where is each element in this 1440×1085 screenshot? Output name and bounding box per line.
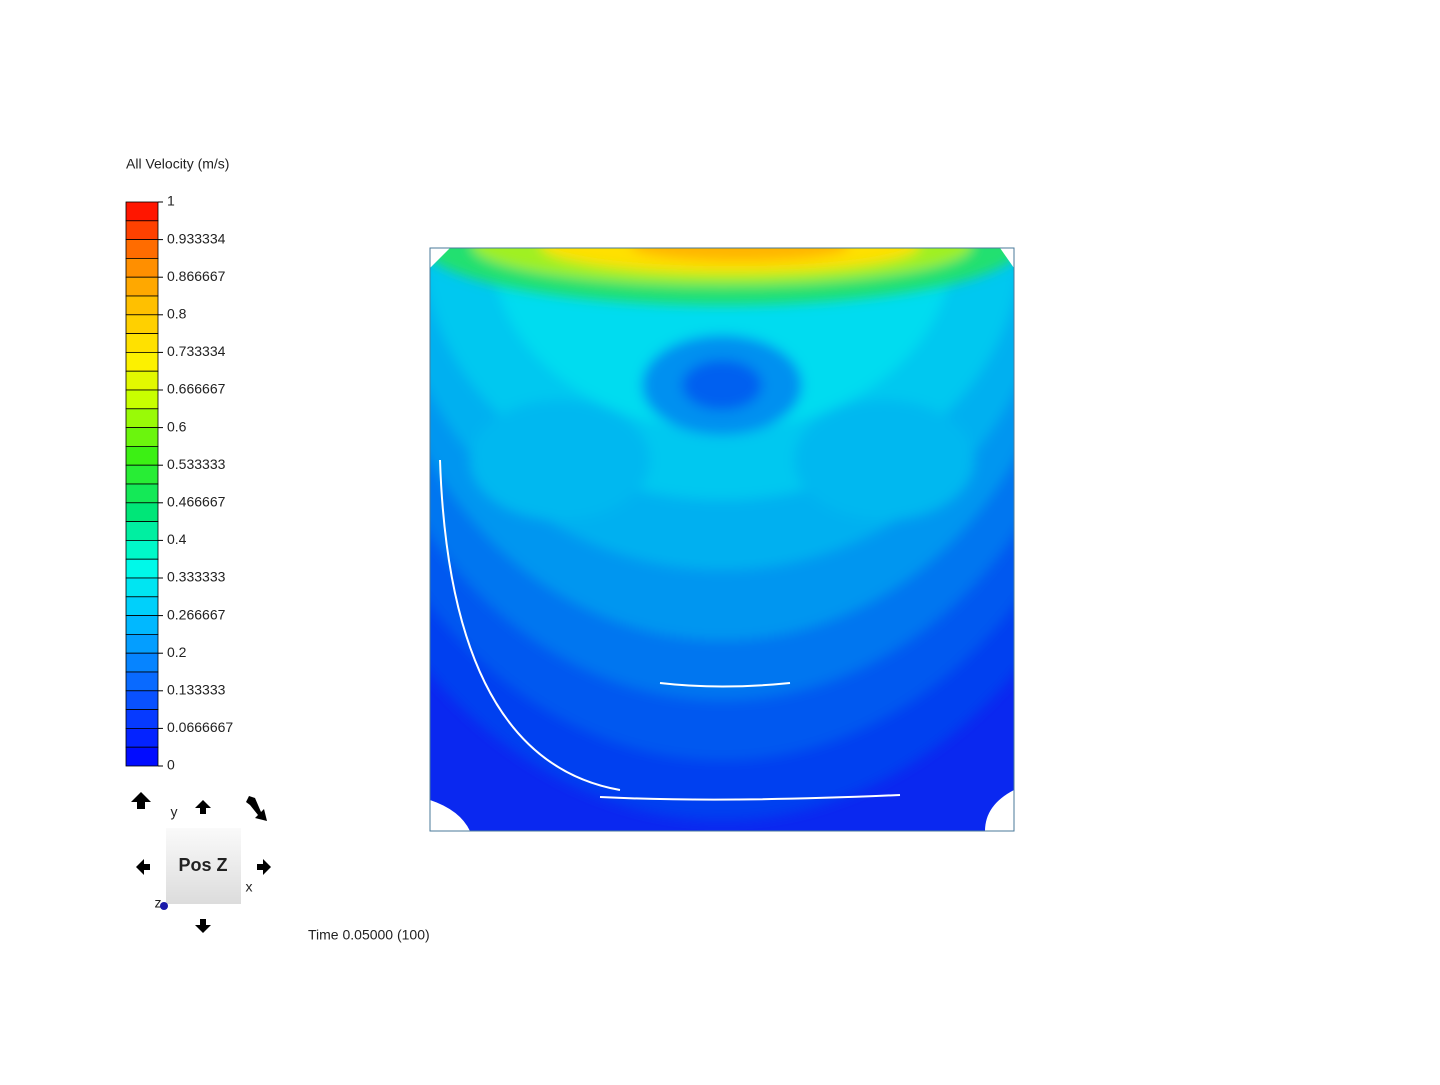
view-cube[interactable]: [166, 828, 241, 904]
colorbar-label: 0.333333: [167, 569, 226, 585]
colorbar-label: 0.133333: [167, 682, 226, 698]
colorbar-band: [125, 445, 159, 466]
domain-border: [429, 247, 1015, 832]
colorbar-band: [125, 314, 159, 334]
rotate-down[interactable]: [195, 919, 211, 933]
colorbar-band: [125, 746, 159, 767]
colorbar-band: [125, 634, 159, 654]
colorbar-band: [125, 220, 159, 241]
colorbar-band: [125, 540, 159, 560]
rotate-right[interactable]: [257, 859, 271, 875]
axis-label: y: [171, 804, 178, 820]
colorbar-band: [125, 709, 159, 729]
colorbar-band: [125, 333, 159, 353]
rotate-left[interactable]: [136, 859, 150, 875]
colorbar-band: [125, 257, 159, 278]
rotate-diagonal[interactable]: [246, 796, 267, 821]
colorbar: 1 0.933334 0.866667 0.8 0.733334 0.666667 0.6 0…: [125, 193, 233, 773]
colorbar-label: 0: [167, 757, 175, 773]
colorbar-band: [125, 502, 159, 522]
colorbar-label: 0.8: [167, 306, 187, 322]
colorbar-band: [125, 408, 159, 428]
time-label: Time 0.05000 (100): [308, 927, 430, 943]
colorbar-label: 0.4: [167, 531, 187, 547]
colorbar-band: [125, 521, 159, 541]
view-navigator: Pos Z y x z: [131, 792, 271, 933]
colorbar-label: 0.666667: [167, 381, 226, 397]
colorbar-band: [125, 464, 159, 485]
colorbar-label: 0.866667: [167, 268, 226, 284]
view-face-label: Pos Z: [178, 855, 227, 875]
colorbar-band: [125, 728, 159, 748]
colorbar-label: 0.6: [167, 418, 187, 434]
colorbar-band: [125, 483, 159, 504]
rotate-up[interactable]: [195, 800, 211, 814]
axis-label: x: [246, 879, 253, 895]
flow-field: [430, 248, 1014, 831]
colorbar-label: 0.0666667: [167, 719, 233, 735]
colorbar-label: 0.733334: [167, 343, 226, 359]
colorbar-band: [125, 577, 159, 598]
colorbar-label: 0.533333: [167, 456, 226, 472]
colorbar-band: [125, 671, 159, 692]
colorbar-band: [125, 652, 159, 673]
colorbar-band: [125, 690, 159, 710]
view-home[interactable]: [131, 792, 151, 809]
colorbar-label: 0.2: [167, 644, 187, 660]
colorbar-band: [125, 596, 159, 616]
colorbar-band: [125, 351, 159, 372]
colorbar-band: [125, 558, 159, 579]
colorbar-label: 0.266667: [167, 606, 226, 622]
legend-title: All Velocity (m/s): [126, 156, 229, 172]
colorbar-band: [125, 427, 159, 447]
colorbar-band: [125, 239, 159, 259]
colorbar-label: 1: [167, 193, 175, 209]
colorbar-band: [125, 276, 159, 297]
axis-origin: [160, 902, 168, 910]
colorbar-band: [125, 201, 159, 222]
colorbar-band: [125, 615, 159, 635]
colorbar-band: [125, 389, 159, 410]
colorbar-band: [125, 370, 159, 391]
colorbar-label: 0.933334: [167, 230, 226, 246]
axis-label: z: [155, 895, 162, 911]
colorbar-label: 0.466667: [167, 494, 226, 510]
colorbar-band: [125, 295, 159, 316]
